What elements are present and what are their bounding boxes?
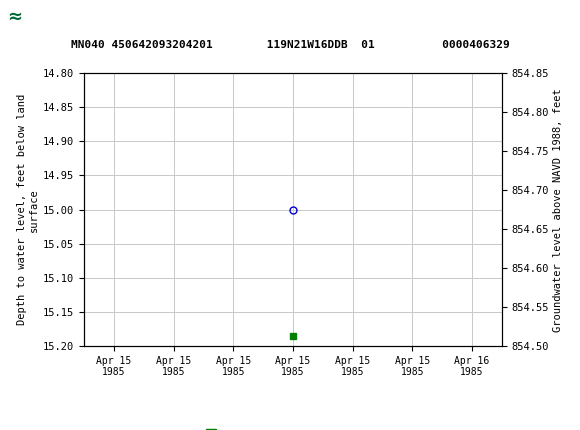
Text: ≈: ≈ [7, 8, 22, 26]
Bar [3, 2, 70, 34]
Text: USGS: USGS [22, 8, 77, 26]
Legend: Period of approved data: Period of approved data [195, 425, 390, 430]
Y-axis label: Depth to water level, feet below land
surface: Depth to water level, feet below land su… [17, 94, 39, 325]
Y-axis label: Groundwater level above NAVD 1988, feet: Groundwater level above NAVD 1988, feet [553, 88, 563, 332]
Text: MN040 450642093204201        119N21W16DDB  01          0000406329: MN040 450642093204201 119N21W16DDB 01 00… [71, 40, 509, 50]
